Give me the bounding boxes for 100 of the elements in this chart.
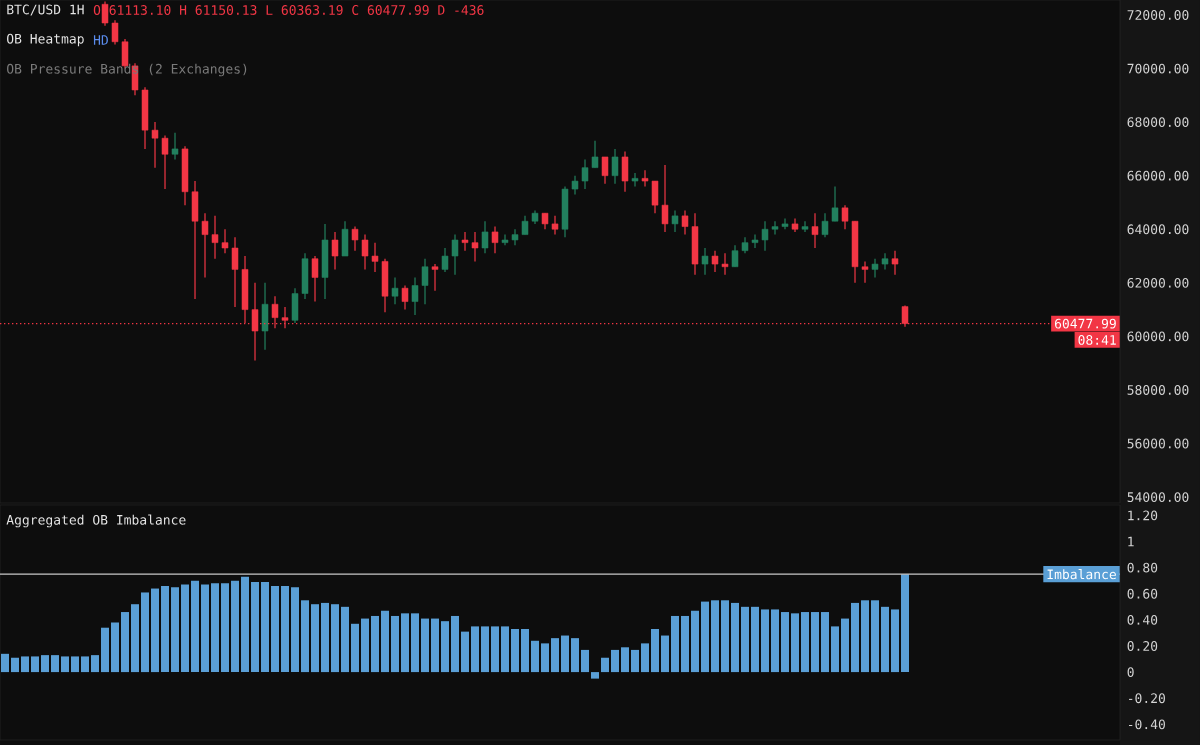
candlestick (841, 204, 849, 230)
bar (201, 584, 210, 673)
bar (501, 626, 510, 673)
candlestick (421, 258, 429, 305)
bar (491, 626, 499, 673)
bar (41, 655, 50, 673)
bar (191, 580, 200, 673)
bar (661, 635, 670, 673)
bar (441, 621, 450, 673)
candlestick (551, 215, 559, 236)
bar (131, 604, 140, 673)
bar (411, 613, 419, 673)
candlestick (761, 220, 769, 252)
candlestick (491, 225, 499, 254)
bar (791, 613, 800, 673)
candlestick (711, 250, 719, 273)
y-tick-label: 0.60 (1127, 588, 1158, 599)
candlestick (311, 255, 319, 303)
bar (1, 653, 10, 673)
candlestick (351, 225, 359, 252)
bar (451, 615, 460, 673)
candlestick (371, 242, 379, 273)
bar (251, 582, 260, 673)
candlestick (151, 121, 159, 169)
candlestick (721, 252, 729, 276)
bar (341, 606, 350, 673)
bar (681, 615, 689, 673)
candlestick (481, 220, 489, 254)
bar (691, 610, 699, 673)
bar (531, 640, 540, 673)
bar (831, 626, 839, 673)
ref-line-label: 60477.99 (1054, 318, 1116, 329)
y-tick-label: 54000.00 (1127, 492, 1189, 503)
candlestick (891, 250, 899, 276)
bar (621, 647, 629, 673)
y-tick-label: 0.40 (1127, 614, 1158, 625)
candlestick (671, 209, 679, 233)
candlestick (361, 234, 369, 271)
candlestick (501, 234, 509, 246)
y-tick-label: 1.20 (1128, 510, 1158, 521)
bar (321, 602, 330, 673)
bar (121, 612, 130, 673)
candlestick (601, 156, 609, 185)
candlestick (861, 260, 869, 284)
candlestick (401, 284, 409, 311)
bar (651, 629, 660, 673)
bar (611, 649, 620, 673)
candlestick (871, 258, 879, 279)
bar (111, 622, 120, 673)
bar (371, 615, 380, 673)
candlestick (511, 228, 519, 246)
candlestick (571, 175, 579, 196)
bar (311, 604, 320, 673)
bar (71, 656, 80, 673)
bar (61, 656, 70, 673)
bar (461, 631, 470, 673)
candlestick (171, 132, 179, 161)
bar (901, 574, 909, 673)
candlestick (161, 134, 169, 190)
bar (471, 626, 480, 673)
bar (751, 606, 759, 673)
bar (511, 629, 520, 673)
candlestick (461, 231, 469, 252)
candlestick (591, 140, 599, 169)
candlestick (451, 234, 459, 276)
y-tick-label: 56000.00 (1127, 438, 1189, 449)
candlestick (771, 220, 779, 236)
bar (711, 600, 720, 673)
bar (581, 649, 590, 673)
bar (211, 583, 220, 673)
candlestick (681, 209, 689, 236)
bar (361, 618, 370, 673)
candlestick (521, 215, 529, 236)
candlestick (641, 169, 649, 187)
bar (141, 592, 150, 673)
bar (171, 587, 180, 673)
chart-title: BTC/USD 1H (7, 4, 84, 16)
candlestick (811, 212, 819, 249)
bar (721, 600, 730, 673)
y-tick-label: 1 (1128, 536, 1134, 547)
candlestick (231, 236, 239, 308)
bar (421, 618, 429, 673)
bar (631, 649, 639, 673)
candlestick (801, 220, 809, 233)
bar (241, 576, 250, 673)
candlestick (331, 231, 339, 271)
candlestick (221, 228, 229, 254)
bar (841, 618, 849, 673)
bar (561, 635, 569, 673)
bar (181, 584, 190, 673)
bar (871, 600, 880, 673)
candlestick (411, 276, 419, 316)
y-tick-label: 64000.00 (1127, 224, 1189, 235)
bar (431, 618, 440, 673)
y-tick-label: 0.20 (1127, 641, 1158, 651)
y-tick-label: 72000.00 (1127, 10, 1189, 20)
bar (551, 638, 559, 673)
bar (21, 656, 30, 673)
text: Aggregated OB Imbalance (6, 514, 186, 528)
bar (481, 626, 489, 673)
